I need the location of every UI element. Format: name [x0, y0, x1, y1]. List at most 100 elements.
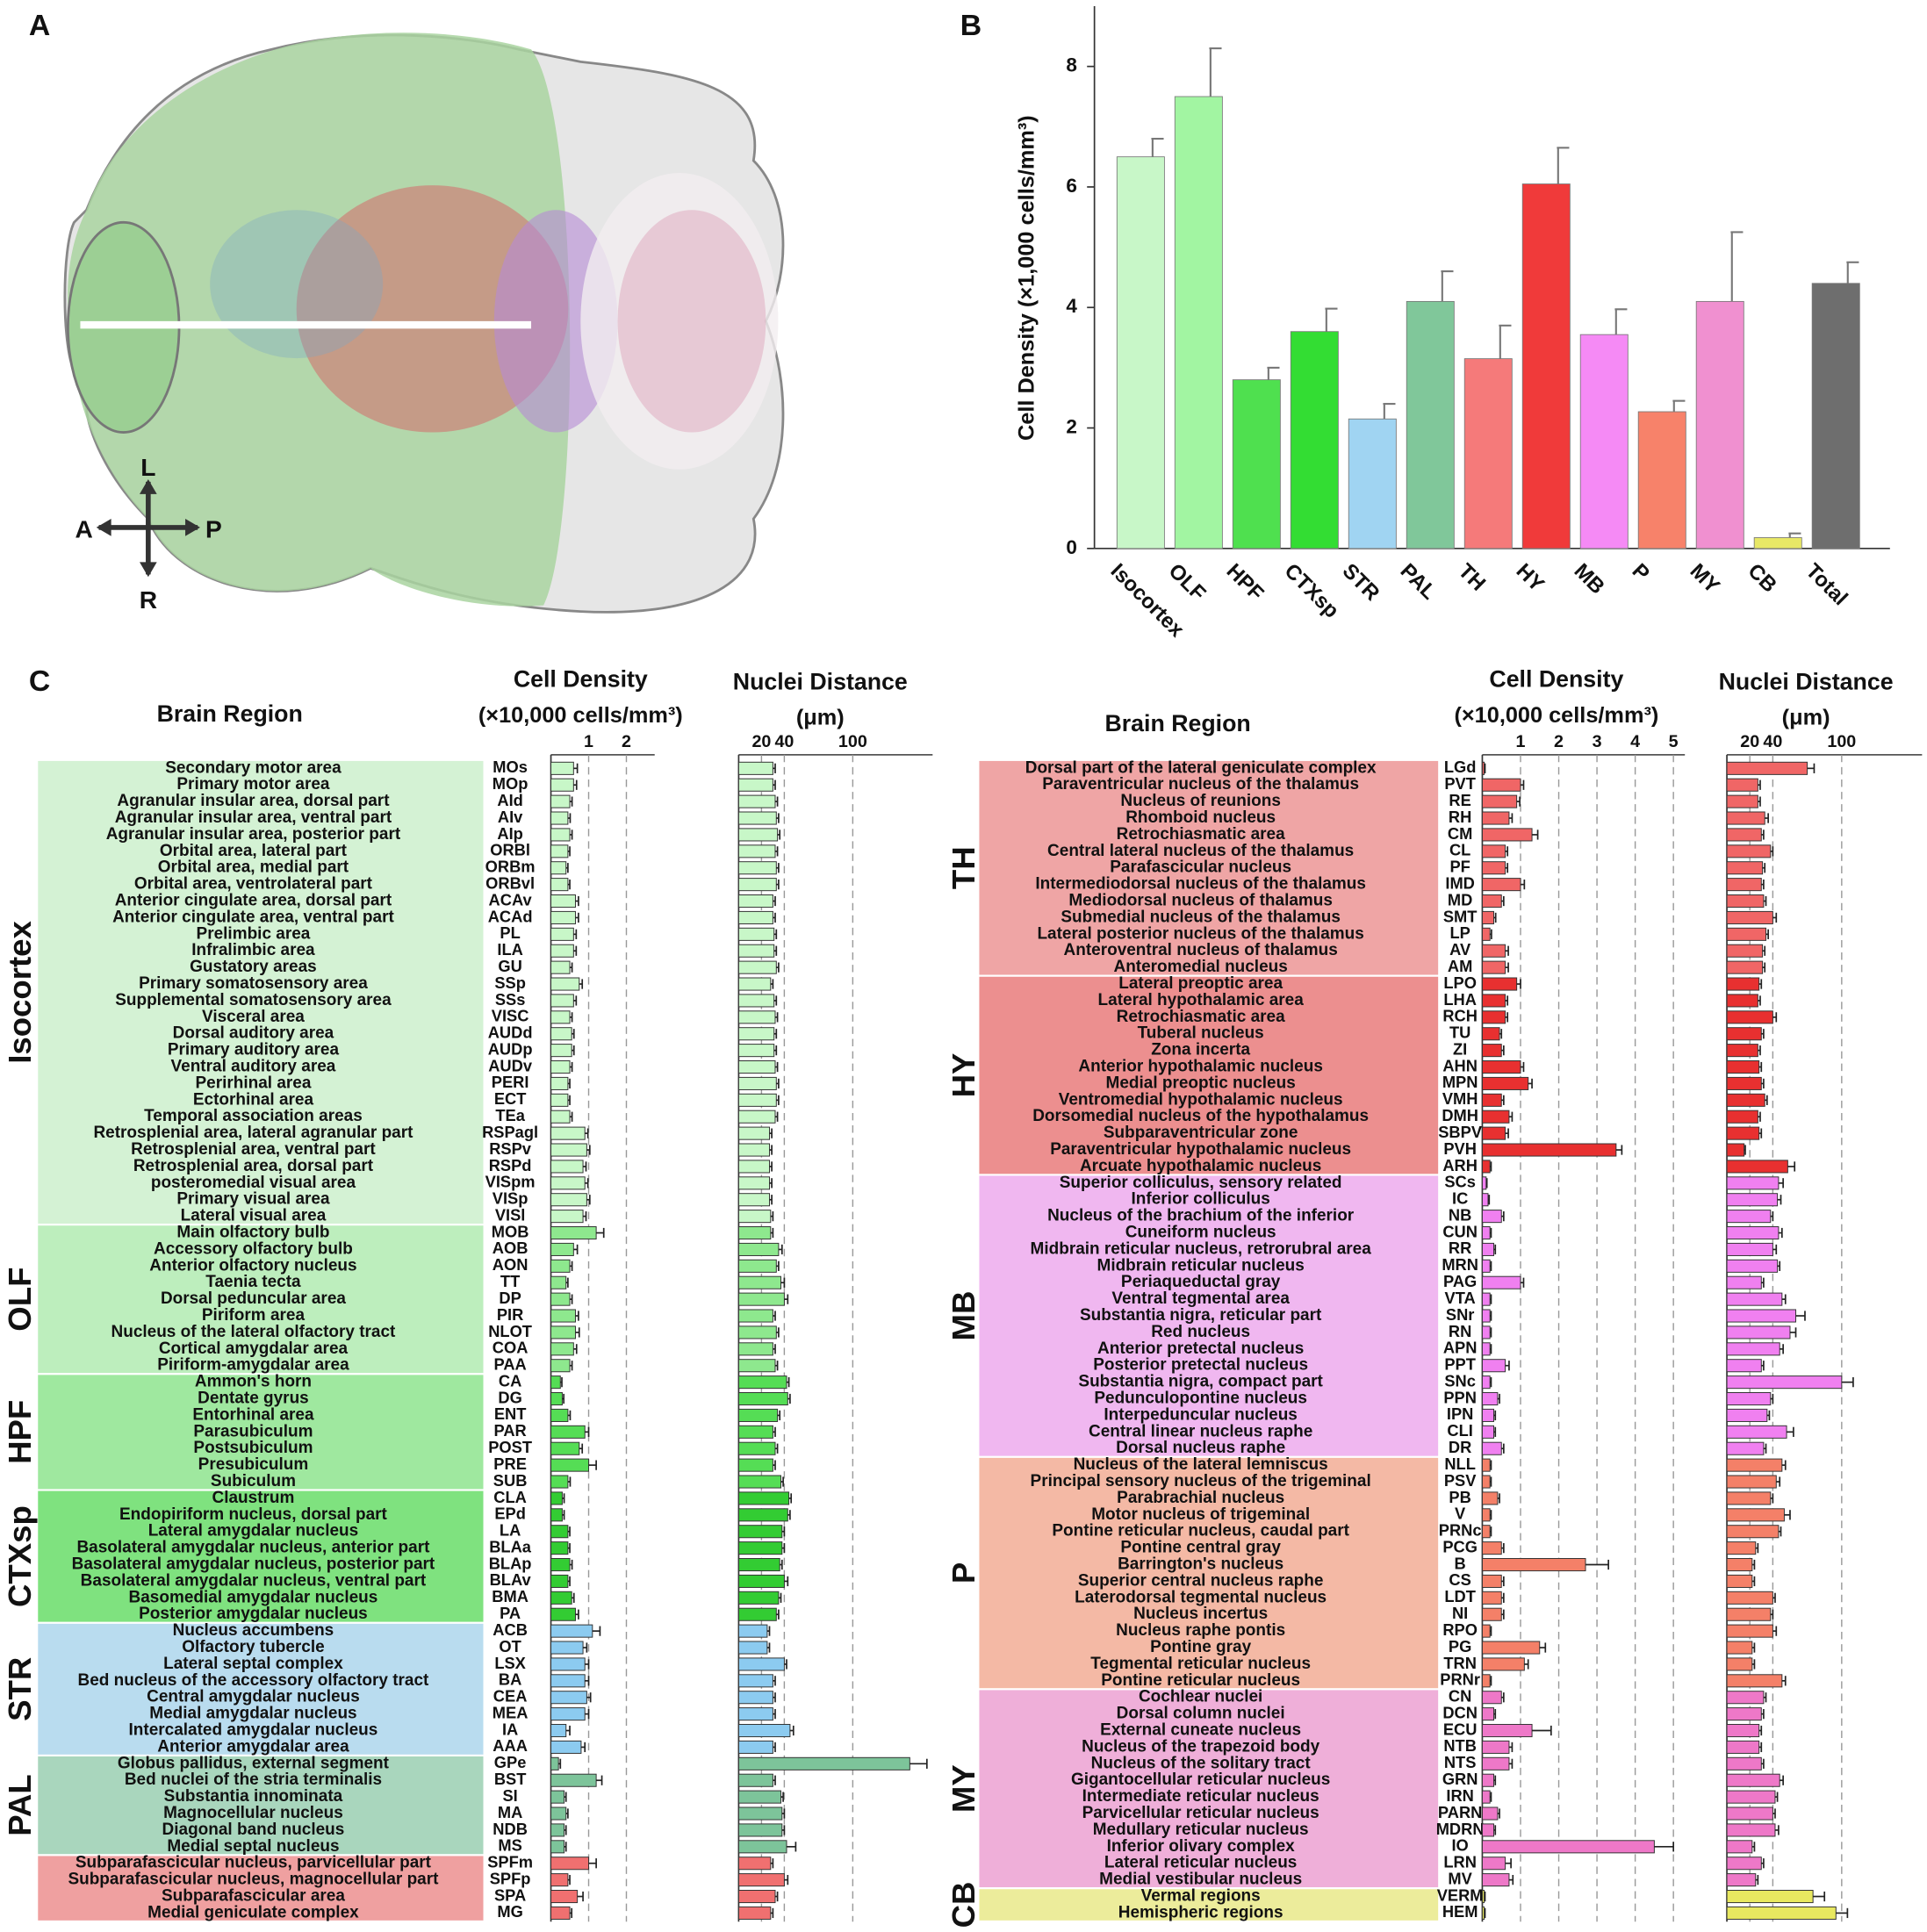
- density-bar: [550, 1641, 584, 1655]
- region-abbr: ARH: [1442, 1156, 1478, 1174]
- region-abbr: IC: [1452, 1189, 1468, 1208]
- region-name: Piriform area: [202, 1306, 306, 1325]
- region-abbr: RH: [1449, 808, 1471, 826]
- density-bar: [550, 1425, 586, 1439]
- distance-bar: [1726, 960, 1764, 974]
- region-abbr: LP: [1449, 923, 1470, 942]
- region-group: [977, 974, 1441, 1176]
- group-label: CB: [946, 1882, 981, 1928]
- region-abbr: ORBl: [490, 841, 530, 859]
- region-name: Presubiculum: [198, 1455, 309, 1474]
- region-abbr: VISC: [492, 1007, 529, 1025]
- region-name: Mediodorsal nucleus of thalamus: [1068, 892, 1333, 910]
- header: Nuclei Distance: [1719, 668, 1894, 694]
- distance-bar: [1726, 1607, 1772, 1621]
- region-name: Zona incerta: [1151, 1041, 1250, 1059]
- density-bar: [1481, 1292, 1491, 1306]
- region-name: Substantia innominata: [164, 1787, 343, 1806]
- region-name: Pontine reticular nucleus: [1101, 1671, 1300, 1690]
- region-name: Orbital area, ventrolateral part: [134, 875, 373, 894]
- distance-bar: [1726, 1027, 1762, 1041]
- region-abbr: BLAv: [490, 1570, 532, 1589]
- region-abbr: BMA: [492, 1587, 528, 1605]
- density-bar: [1481, 1475, 1491, 1489]
- region-name: Central lateral nucleus of the thalamus: [1047, 842, 1354, 860]
- region-name: Gustatory areas: [190, 958, 317, 976]
- distance-bar: [737, 1210, 772, 1224]
- region-abbr: ORBvl: [485, 873, 535, 892]
- region-abbr: B: [1455, 1554, 1466, 1572]
- density-bar: [1481, 944, 1506, 958]
- distance-bar: [1726, 1773, 1780, 1787]
- region-abbr: TRN: [1443, 1654, 1477, 1672]
- group-label: HY: [946, 1053, 981, 1098]
- density-bar: [1481, 1723, 1533, 1738]
- distance-bar: [737, 927, 775, 941]
- distance-bar: [1726, 894, 1765, 909]
- distance-bar: [737, 1275, 781, 1289]
- region-abbr: LA: [500, 1521, 521, 1540]
- density-bar: [1481, 960, 1506, 974]
- x-tick-label: 1: [1516, 732, 1526, 751]
- region-name: Posterior amygdalar nucleus: [139, 1605, 368, 1623]
- region-abbr: GPe: [494, 1753, 527, 1771]
- distance-bar: [737, 1557, 780, 1572]
- region-abbr: AM: [1448, 957, 1472, 975]
- density-bar: [550, 1458, 590, 1472]
- region-abbr: BLAp: [489, 1554, 532, 1572]
- region-name: Subparafascicular nucleus, magnocellular…: [68, 1871, 439, 1889]
- region-name: Pontine reticular nucleus, caudal part: [1052, 1522, 1349, 1541]
- distance-bar: [737, 1756, 910, 1770]
- region-name: Cuneiform nucleus: [1125, 1224, 1276, 1242]
- density-bar: [550, 1076, 569, 1090]
- x-tick-label: HY: [1512, 559, 1550, 597]
- region-abbr: PRE: [493, 1454, 527, 1473]
- region-cloud: [210, 210, 384, 359]
- density-bar: [550, 1756, 559, 1770]
- density-bar: [550, 1325, 576, 1339]
- distance-bar: [737, 1823, 783, 1837]
- region-abbr: NTS: [1444, 1753, 1477, 1771]
- region-name: Laterodorsal tegmental nucleus: [1075, 1588, 1327, 1606]
- region-abbr: SPFm: [487, 1853, 533, 1871]
- region-abbr: SSs: [495, 990, 526, 1009]
- region-name: Anterior cingulate area, ventral part: [112, 908, 394, 926]
- group-label: CTXsp: [2, 1505, 38, 1607]
- region-name: Intercalated amygdalar nucleus: [129, 1721, 378, 1740]
- x-tick-label: 40: [1763, 732, 1782, 751]
- density-bar: [1481, 1574, 1502, 1588]
- region-abbr: NDB: [493, 1820, 528, 1838]
- distance-bar: [737, 1657, 785, 1671]
- density-bar: [550, 1873, 569, 1887]
- distance-bar: [737, 1857, 772, 1871]
- region-abbr: SPA: [494, 1885, 526, 1904]
- distance-bar: [1726, 1889, 1814, 1904]
- density-bar: [1481, 1076, 1529, 1090]
- distance-bar: [1726, 878, 1762, 892]
- region-name: Parasubiculum: [193, 1422, 313, 1440]
- region-abbr: EPd: [494, 1505, 526, 1523]
- density-bar: [1481, 1309, 1491, 1323]
- density-bar: [1481, 1607, 1502, 1621]
- distance-bar: [737, 1840, 787, 1854]
- region-abbr: APN: [1443, 1339, 1478, 1357]
- region-abbr: ACAd: [488, 907, 533, 925]
- density-bar: [550, 1541, 569, 1555]
- density-bar: [1481, 1176, 1487, 1190]
- density-bar: [550, 1210, 584, 1224]
- region-name: Orbital area, medial part: [158, 858, 349, 877]
- bar: [1521, 183, 1571, 549]
- distance-bar: [737, 894, 773, 909]
- density-bar: [550, 1707, 586, 1721]
- distance-bar: [1726, 1160, 1788, 1174]
- distance-bar: [737, 761, 773, 775]
- density-bar: [550, 1674, 586, 1688]
- region-abbr: IO: [1451, 1836, 1468, 1855]
- region-name: Taenia tecta: [205, 1273, 301, 1291]
- region-name: Pontine gray: [1150, 1638, 1251, 1656]
- region-abbr: DCN: [1442, 1703, 1478, 1721]
- density-bar: [550, 1292, 571, 1306]
- region-abbr: MOs: [493, 758, 528, 776]
- region-abbr: PRNr: [1440, 1670, 1480, 1689]
- distance-bar: [1726, 1408, 1768, 1422]
